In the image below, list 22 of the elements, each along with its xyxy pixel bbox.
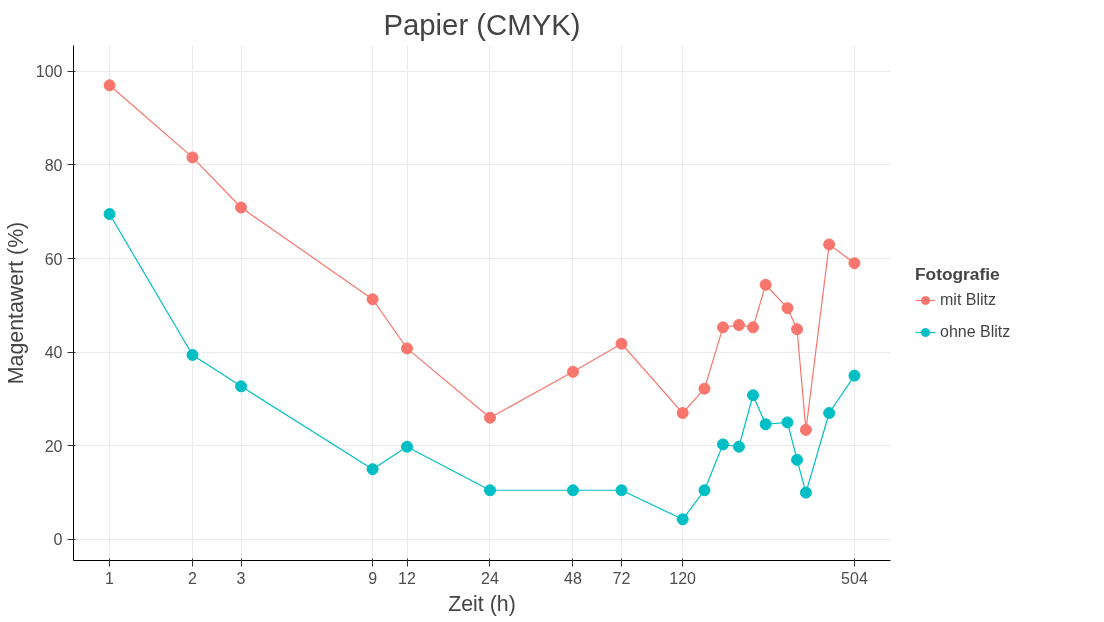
- y-tick-label: 20: [44, 437, 63, 455]
- x-tick-label: 2: [188, 569, 198, 587]
- x-tick-label: 504: [841, 569, 868, 587]
- chart-title: Papier (CMYK): [383, 7, 581, 41]
- x-tick-label: 48: [564, 569, 582, 587]
- y-tick-label: 0: [53, 531, 63, 549]
- y-tick-label: 40: [44, 344, 63, 362]
- x-tick-label: 1: [105, 569, 115, 587]
- x-tick-label: 3: [236, 569, 246, 587]
- legend-label: mit Blitz: [940, 290, 996, 309]
- legend-label: ohne Blitz: [940, 322, 1011, 341]
- x-tick-label: 12: [398, 569, 417, 587]
- y-tick-label: 80: [44, 156, 63, 174]
- x-tick-label: 120: [669, 569, 697, 587]
- x-tick-label: 24: [481, 569, 499, 587]
- x-tick-label: 72: [612, 569, 631, 587]
- y-axis-title: Magentawert (%): [3, 221, 28, 385]
- legend-title: Fotografie: [915, 263, 1001, 285]
- y-tick-label: 60: [44, 250, 63, 268]
- y-tick-label: 100: [35, 63, 63, 81]
- x-axis-title: Zeit (h): [448, 591, 516, 616]
- x-tick-label: 9: [368, 569, 378, 587]
